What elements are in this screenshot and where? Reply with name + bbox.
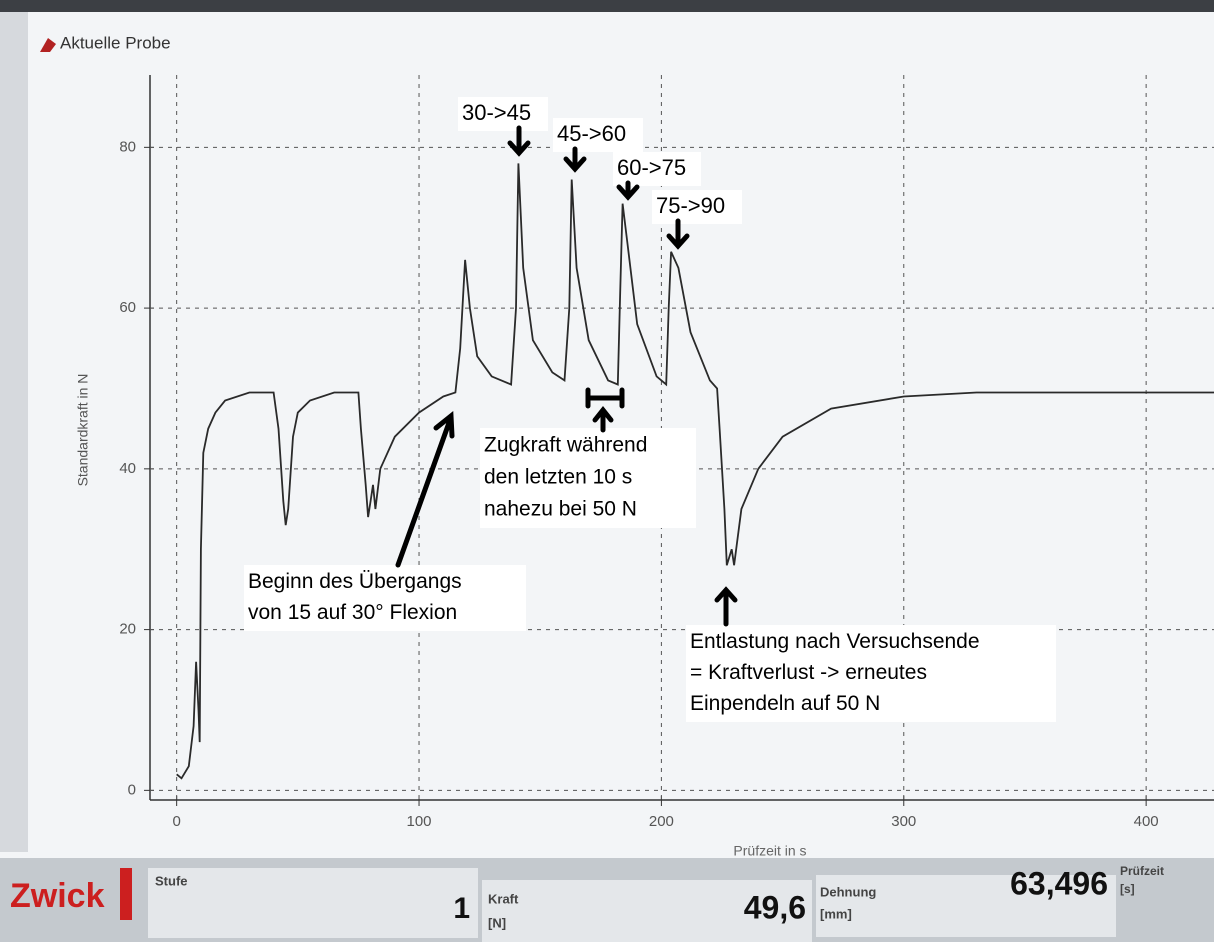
annotation-text: Zugkraft während [484, 434, 647, 457]
annotation-text: Beginn des Übergangs [248, 570, 462, 593]
annotation-text: 30->45 [462, 100, 531, 125]
status-label: Dehnung [820, 884, 876, 899]
status-value: 63,496 [1010, 865, 1108, 901]
x-tick-label: 300 [891, 813, 916, 830]
annotation-text: von 15 auf 30° Flexion [248, 601, 457, 624]
annotation-text: 75->90 [656, 193, 725, 218]
y-tick-label: 80 [119, 138, 136, 155]
brand: Zwick [10, 877, 105, 915]
status-cell [148, 868, 478, 938]
status-value: 1 [453, 892, 470, 925]
side-panel [0, 12, 28, 852]
panel-title: Aktuelle Probe [60, 33, 171, 52]
chart: Aktuelle Probe Standardkraft in N Prüfze… [0, 0, 1214, 942]
annotation-text: nahezu bei 50 N [484, 498, 637, 521]
x-tick-label: 100 [407, 813, 432, 830]
annotation-text: 60->75 [617, 155, 686, 180]
y-tick-label: 0 [128, 781, 136, 798]
annotation-text: den letzten 10 s [484, 466, 632, 489]
annotation-text: Einpendeln auf 50 N [690, 692, 880, 715]
brand-bar [120, 868, 132, 920]
y-tick-label: 40 [119, 460, 136, 477]
x-tick-label: 200 [649, 813, 674, 830]
x-tick-label: 0 [172, 813, 180, 830]
y-tick-label: 20 [119, 621, 136, 638]
annotation-text: = Kraftverlust -> erneutes [690, 661, 927, 684]
annotation-text: 45->60 [557, 121, 626, 146]
x-axis-label: Prüfzeit in s [733, 843, 806, 859]
x-tick-label: 400 [1134, 813, 1159, 830]
status-label: Stufe [155, 873, 188, 888]
status-value: 49,6 [744, 889, 806, 925]
status-unit: [N] [488, 915, 506, 930]
status-label: Kraft [488, 891, 519, 906]
status-unit: [s] [1120, 882, 1135, 896]
annotation-text: Entlastung nach Versuchsende [690, 630, 980, 653]
y-tick-label: 60 [119, 299, 136, 316]
status-bar: Zwick Stufe 1 Kraft [N] 49,6 Dehnung [mm… [0, 858, 1214, 942]
status-unit: [mm] [820, 906, 852, 921]
y-axis-label: Standardkraft in N [75, 374, 91, 487]
screen-bezel [0, 0, 1214, 12]
status-label: Prüfzeit [1120, 864, 1164, 878]
